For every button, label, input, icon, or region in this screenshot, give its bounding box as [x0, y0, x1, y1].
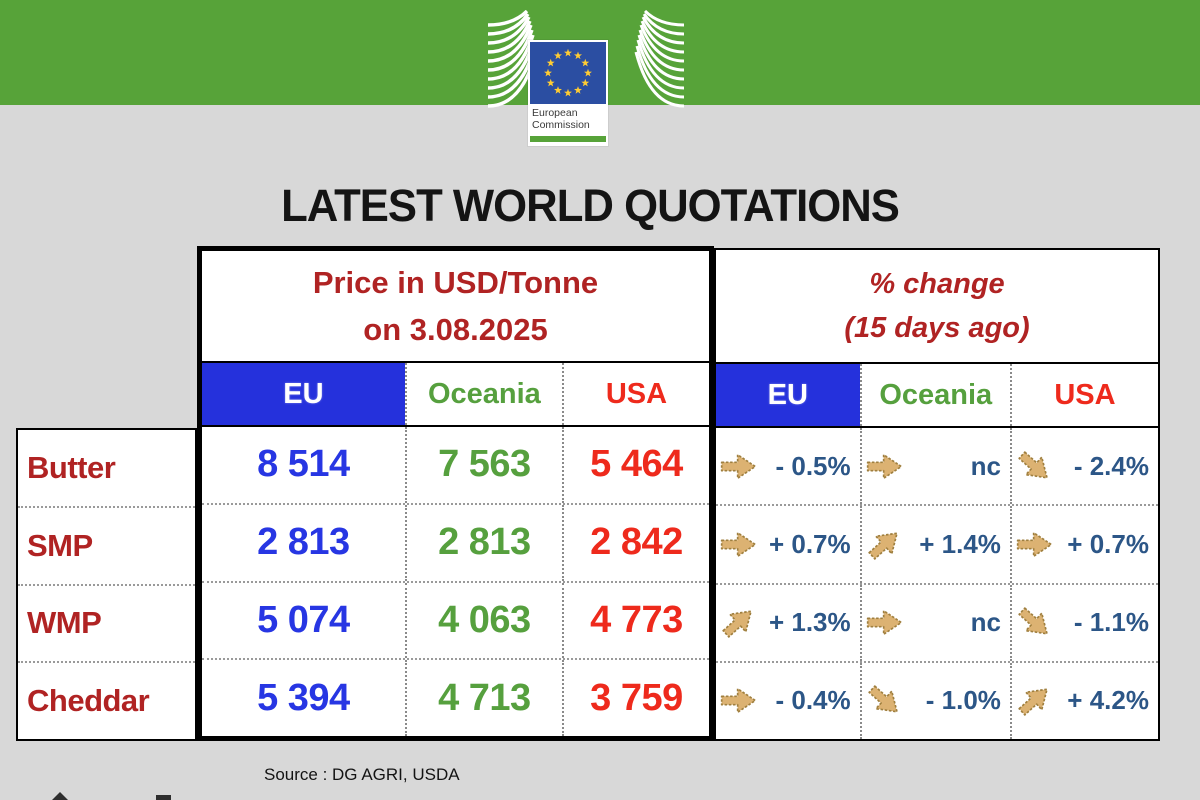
ec-org-line1: European [532, 107, 578, 119]
trend-arrow-icon [866, 610, 902, 636]
column-header-oceania: Oceania [404, 363, 562, 425]
price-cheddar-oceania: 4 713 [404, 660, 562, 736]
trend-arrow-icon [720, 531, 757, 557]
ec-building-left-icon [488, 10, 538, 108]
table-row: 8 514 7 563 5 464 [202, 427, 709, 503]
change-cheddar-oceania: - 1.0% [859, 662, 1010, 739]
price-smp-usa: 2 842 [561, 504, 709, 581]
column-header-usa: USA [1009, 364, 1158, 426]
change-cheddar-eu: - 0.4% [716, 663, 860, 739]
price-butter-usa: 5 464 [561, 427, 709, 503]
row-label-smp: SMP [18, 505, 195, 584]
trend-arrow-icon [1018, 688, 1048, 717]
change-column-headers: EU Oceania USA [716, 364, 1158, 428]
change-section-header: % change (15 days ago) [716, 250, 1158, 364]
price-smp-eu: 2 813 [257, 521, 350, 564]
cutoff-logo-fragment [52, 792, 68, 800]
change-butter-usa: - 2.4% [1009, 428, 1158, 505]
trend-arrow-icon [722, 610, 752, 638]
table-row: 5 394 4 713 3 759 [202, 658, 709, 736]
change-wmp-usa: - 1.1% [1009, 584, 1158, 661]
row-label-butter: Butter [27, 449, 116, 485]
trend-arrow-icon [867, 532, 898, 560]
price-butter-eu: 8 514 [257, 443, 350, 486]
table-row: + 1.3% nc - 1.1% [716, 582, 1158, 661]
ec-logo-plaque: European Commission [528, 40, 608, 146]
column-header-usa: USA [561, 363, 709, 425]
change-wmp-oceania: nc [859, 584, 1010, 661]
table-row: 2 813 2 813 2 842 [202, 502, 709, 581]
change-smp-eu: + 0.7% [716, 506, 860, 582]
change-smp-oceania: + 1.4% [859, 506, 1010, 583]
table-row: - 0.4% - 1.0% + 4.2% [716, 660, 1158, 739]
price-wmp-oceania: 4 063 [404, 582, 562, 659]
change-wmp-eu: + 1.3% [716, 585, 860, 661]
change-header-line2: (15 days ago) [844, 311, 1030, 344]
price-table-section: Price in USD/Tonne on 3.08.2025 EU Ocean… [197, 246, 714, 741]
table-row: + 0.7% + 1.4% + 0.7% [716, 504, 1158, 583]
source-note: Source : DG AGRI, USDA [264, 765, 460, 784]
ec-logo-green-bar [530, 136, 606, 142]
trend-arrow-icon [1018, 607, 1048, 635]
european-commission-logo: European Commission [488, 6, 688, 146]
price-wmp-usa: 4 773 [561, 582, 709, 659]
row-label-wmp: WMP [18, 583, 195, 662]
ec-building-right-icon [634, 10, 684, 108]
ec-org-line2: Commission [532, 119, 590, 131]
ec-logo-wordmark: European Commission [530, 104, 606, 134]
trend-arrow-icon [720, 453, 757, 479]
change-header-line1: % change [869, 267, 1005, 300]
change-butter-eu: - 0.5% [716, 428, 860, 504]
change-cheddar-usa: + 4.2% [1009, 662, 1158, 739]
row-label-cheddar: Cheddar [18, 661, 195, 739]
change-butter-oceania: nc [859, 428, 1010, 505]
trend-arrow-icon [1016, 531, 1053, 557]
price-header-line1: Price in USD/Tonne [312, 264, 599, 300]
column-header-eu: EU [716, 364, 860, 426]
column-header-oceania: Oceania [859, 364, 1010, 426]
price-section-header: Price in USD/Tonne on 3.08.2025 [202, 251, 709, 363]
price-wmp-eu: 5 074 [257, 598, 350, 641]
price-header-line2: on 3.08.2025 [363, 311, 548, 347]
trend-arrow-icon [1018, 450, 1048, 479]
page-title: LATEST WORLD QUOTATIONS [281, 180, 900, 231]
trend-arrow-icon [866, 453, 902, 479]
product-label-column: Butter SMP WMP Cheddar [16, 428, 197, 741]
price-butter-oceania: 7 563 [404, 427, 562, 503]
price-smp-oceania: 2 813 [404, 504, 562, 581]
trend-arrow-icon [867, 685, 898, 713]
trend-arrow-icon [720, 688, 757, 714]
price-column-headers: EU Oceania USA [202, 363, 709, 427]
price-cheddar-usa: 3 759 [561, 660, 709, 736]
table-row: - 0.5% nc - 2.4% [716, 428, 1158, 505]
table-row: 5 074 4 063 4 773 [202, 580, 709, 659]
column-header-eu: EU [202, 363, 405, 425]
change-table-section: % change (15 days ago) EU Oceania USA - … [714, 248, 1160, 741]
eu-flag-icon [530, 42, 606, 104]
price-cheddar-eu: 5 394 [257, 676, 350, 719]
cutoff-logo-fragment [156, 795, 171, 800]
change-smp-usa: + 0.7% [1009, 506, 1158, 583]
